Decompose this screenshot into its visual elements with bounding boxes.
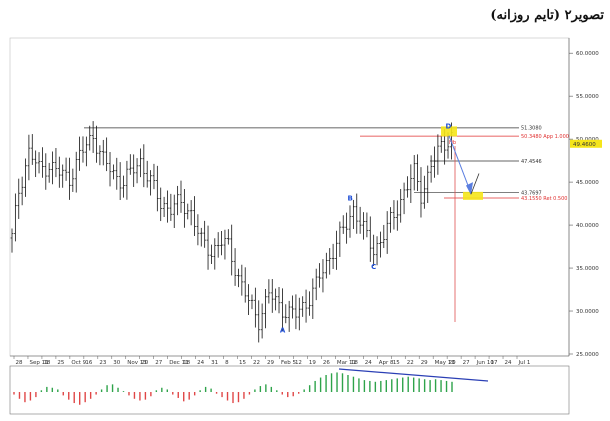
annotations: Fib bbox=[441, 126, 483, 322]
wave-label: D bbox=[446, 123, 452, 131]
oscillator-frame bbox=[9, 365, 570, 415]
figure-caption: تصویر۲ (تایم روزانه) bbox=[490, 8, 604, 23]
x-tick-label: 15 bbox=[393, 360, 400, 366]
x-tick-label: 23 bbox=[99, 360, 106, 366]
last-price-marker bbox=[570, 139, 602, 148]
x-tick-label: 30 bbox=[113, 360, 120, 366]
x-tick-label: 29 bbox=[267, 360, 274, 366]
x-tick-label: Oct 9 bbox=[71, 360, 86, 366]
x-tick-label: 27 bbox=[155, 360, 162, 366]
x-tick-label: 24 bbox=[505, 360, 512, 366]
x-tick-label: 20 bbox=[141, 360, 148, 366]
x-tick-label: 18 bbox=[351, 360, 358, 366]
y-tick-label: 25.0000 bbox=[576, 352, 599, 358]
level-label: 51.3080 bbox=[521, 126, 542, 132]
x-tick-label: 27 bbox=[463, 360, 470, 366]
y-tick-label: 60.0000 bbox=[576, 51, 599, 57]
x-tick-label: 28 bbox=[16, 360, 23, 366]
x-tick-label: 25 bbox=[57, 360, 64, 366]
projection-arrowhead bbox=[466, 182, 473, 195]
level-label: 43.7697 bbox=[521, 190, 542, 196]
projection-arrow-tail bbox=[470, 173, 480, 195]
level-label: 47.4546 bbox=[521, 159, 542, 165]
wave-label: C bbox=[371, 263, 376, 271]
x-tick-label: 31 bbox=[211, 360, 218, 366]
oscillator-trendline bbox=[338, 368, 489, 382]
x-tick-label: 24 bbox=[197, 360, 204, 366]
x-tick-label: 8 bbox=[225, 360, 229, 366]
x-tick-label: 19 bbox=[309, 360, 316, 366]
level-label: 43.1550 Ret 0.500 bbox=[521, 196, 567, 202]
highlight-box-top bbox=[441, 126, 457, 137]
wave-labels: A B C D bbox=[280, 123, 452, 335]
x-tick-label: May 13 bbox=[435, 360, 456, 366]
y-tick-label: 55.0000 bbox=[576, 94, 599, 100]
wave-label: B bbox=[348, 195, 353, 203]
x-tick-label: 22 bbox=[253, 360, 260, 366]
highlight-box-bottom bbox=[463, 191, 483, 200]
oscillator-histogram bbox=[13, 372, 453, 405]
x-tick-label: Nov 13 bbox=[127, 360, 147, 366]
x-tick-label: Feb 5 bbox=[281, 360, 296, 366]
level-lines: 51.3080 50.3480 App 1.000 47.4546 43.769743… bbox=[84, 126, 569, 202]
x-tick-label: 22 bbox=[407, 360, 414, 366]
y-axis: 60.000055.000050.000045.000040.000035.00… bbox=[569, 51, 602, 358]
level-label: 50.3480 App 1.000 bbox=[521, 134, 569, 140]
y-tick-label: 35.0000 bbox=[576, 266, 599, 272]
x-tick-label: 17 bbox=[491, 360, 498, 366]
x-tick-label: 12 bbox=[295, 360, 302, 366]
x-tick-label: 16 bbox=[85, 360, 92, 366]
x-tick-label: Apr 8 bbox=[379, 360, 394, 366]
y-tick-label: 30.0000 bbox=[576, 309, 599, 315]
vertical-marker-label: Fib bbox=[449, 140, 456, 146]
x-tick-label: 29 bbox=[421, 360, 428, 366]
last-price-label: 49.4600 bbox=[573, 142, 596, 148]
x-tick-label: 26 bbox=[323, 360, 330, 366]
x-tick-label: Mar 11 bbox=[337, 360, 356, 366]
x-tick-label: Jul 1 bbox=[518, 360, 531, 366]
x-tick-label: 15 bbox=[239, 360, 246, 366]
x-tick-label: Dec 11 bbox=[169, 360, 188, 366]
y-tick-label: 40.0000 bbox=[576, 223, 599, 229]
price-bars bbox=[10, 121, 453, 343]
x-tick-label: 18 bbox=[43, 360, 50, 366]
wave-label: A bbox=[280, 327, 286, 335]
x-tick-label: Sep 11 bbox=[29, 360, 48, 366]
x-tick-label: 18 bbox=[183, 360, 190, 366]
x-tick-label: 24 bbox=[365, 360, 372, 366]
y-tick-label: 45.0000 bbox=[576, 180, 599, 186]
x-tick-label: Jun 10 bbox=[476, 360, 495, 366]
projection-arrow bbox=[448, 135, 472, 194]
x-tick-label: 20 bbox=[449, 360, 456, 366]
